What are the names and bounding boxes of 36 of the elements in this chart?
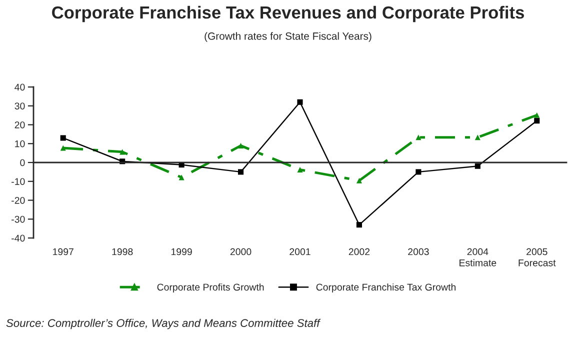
y-tick-label: -40 xyxy=(12,234,25,242)
y-tick-label: 10 xyxy=(15,140,25,148)
y-tick-label: 40 xyxy=(14,84,25,91)
y-tick-label: 30 xyxy=(14,102,25,110)
x-tick-label: 2005 Forecast xyxy=(518,248,556,266)
point xyxy=(416,169,422,175)
x-tick-label: 1997 xyxy=(53,248,74,256)
source-note: Source: Comptroller’s Office, Ways and Means Committee Staff xyxy=(6,318,321,330)
chart-title: Corporate Franchise Tax Revenues and Corporate Profits xyxy=(52,6,524,22)
x-tick-label: 2000 xyxy=(230,248,252,256)
x-tick-label: 1999 xyxy=(171,248,192,256)
point xyxy=(60,135,66,141)
x-tick-label: 2003 xyxy=(408,248,429,256)
x-tick-label: 2004 Estimate xyxy=(460,248,496,266)
legend-label: Corporate Profits Growth xyxy=(157,283,264,293)
point xyxy=(238,142,244,148)
point xyxy=(356,222,362,228)
point xyxy=(297,166,303,172)
point xyxy=(178,174,184,180)
point xyxy=(297,99,303,105)
x-tick-label: 1998 xyxy=(112,248,133,256)
point xyxy=(356,178,362,184)
point xyxy=(534,118,540,124)
point xyxy=(474,163,480,169)
x-tick-label: 2001 xyxy=(290,248,310,256)
legend-label: Corporate Franchise Tax Growth xyxy=(316,283,456,293)
y-tick-label: -10 xyxy=(12,178,25,185)
y-tick-label: 20 xyxy=(14,121,25,128)
y-tick-label: -20 xyxy=(12,196,25,204)
y-tick-label: -30 xyxy=(12,216,25,223)
point xyxy=(416,134,422,140)
x-tick-label: 2002 xyxy=(348,248,370,256)
point xyxy=(534,112,540,118)
y-tick-label: 0 xyxy=(20,159,25,166)
chart-subtitle: (Growth rates for State Fiscal Years) xyxy=(204,32,372,42)
point xyxy=(238,169,244,175)
